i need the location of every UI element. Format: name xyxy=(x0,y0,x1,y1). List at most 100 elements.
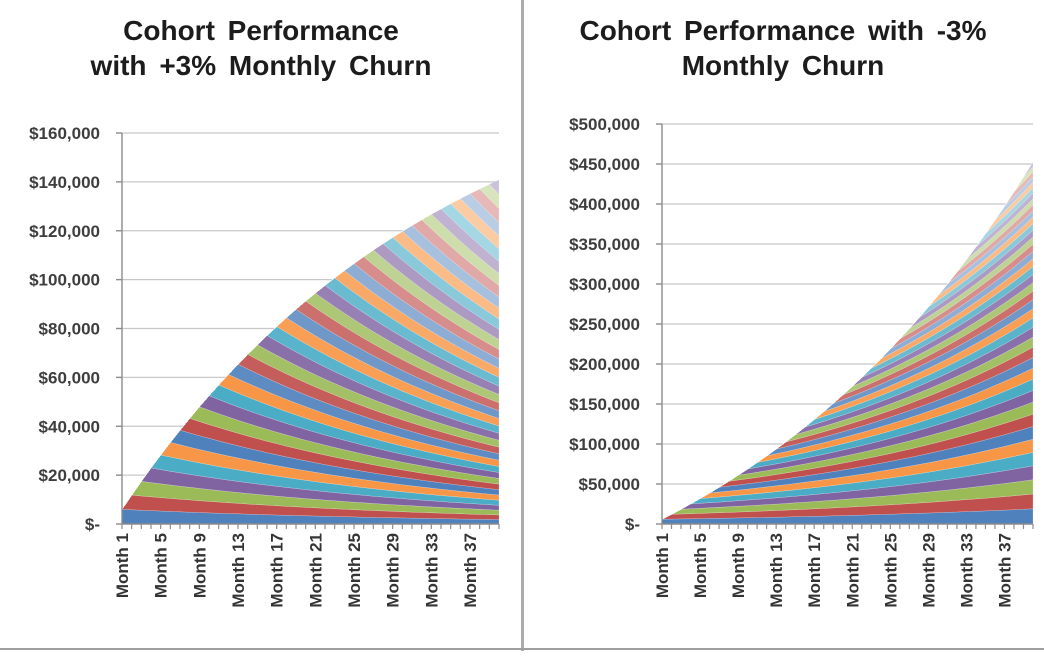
cohort-band xyxy=(121,256,500,510)
chart-title-line1: Cohort Performance with -3% xyxy=(579,15,987,46)
cohort-band xyxy=(121,198,500,510)
y-tick-label: $100,000 xyxy=(569,435,640,454)
cohort-band xyxy=(121,353,500,510)
cohort-band xyxy=(661,166,1034,520)
chart-positive-churn: Cohort Performance with +3% Monthly Churn… xyxy=(29,15,500,608)
cohort-band xyxy=(661,299,1034,520)
cohort-band xyxy=(661,357,1034,520)
cohort-band xyxy=(121,292,500,510)
x-tick-label: Month 25 xyxy=(881,533,900,608)
cohort-band xyxy=(661,308,1034,520)
cohort-band xyxy=(121,418,500,510)
x-tick-label: Month 13 xyxy=(767,533,786,608)
cohort-band xyxy=(661,171,1034,520)
cohort-band xyxy=(121,208,500,510)
cohort-band xyxy=(661,204,1034,520)
bottom-border-line xyxy=(0,648,1044,650)
cohort-band xyxy=(121,300,500,510)
cohort-band xyxy=(661,282,1034,520)
cohort-band xyxy=(121,467,500,511)
cohort-area-stack xyxy=(661,161,1034,525)
cohort-band xyxy=(661,273,1034,520)
cohort-band xyxy=(121,249,500,510)
cohort-band xyxy=(661,451,1034,520)
y-tick-label: $160,000 xyxy=(29,124,100,143)
y-tick-label: $80,000 xyxy=(39,320,100,339)
cohort-band xyxy=(661,229,1034,520)
cohort-band xyxy=(661,346,1034,520)
cohort-band xyxy=(121,317,500,510)
cohort-band xyxy=(121,225,500,510)
x-tick-label: Month 13 xyxy=(229,533,248,608)
cohort-band xyxy=(121,179,500,510)
cohort-band xyxy=(661,326,1034,520)
cohort-band xyxy=(121,219,500,510)
y-tick-label: $200,000 xyxy=(569,355,640,374)
x-tick-label: Month 33 xyxy=(957,533,976,608)
cohort-band xyxy=(121,335,500,510)
cohort-band xyxy=(661,336,1034,520)
cohort-band xyxy=(121,230,500,510)
cohort-band xyxy=(121,236,500,510)
cohort-band xyxy=(661,198,1034,520)
cohort-band xyxy=(121,374,500,510)
x-tick-label: Month 9 xyxy=(190,533,209,598)
cohort-band xyxy=(121,263,500,510)
y-tick-label: $60,000 xyxy=(39,368,100,387)
cohort-band xyxy=(661,176,1034,520)
x-tick-label: Month 29 xyxy=(384,533,403,608)
cohort-band xyxy=(121,213,500,510)
x-tick-label: Month 21 xyxy=(843,533,862,608)
y-axis-ticks-labels: $160,000 $140,000 $120,000 $100,000 $80,000 $… xyxy=(29,124,122,534)
cohort-band xyxy=(121,429,500,510)
cohort-band xyxy=(661,479,1034,520)
y-tick-label: $250,000 xyxy=(569,315,640,334)
x-tick-label: Month 1 xyxy=(113,533,132,598)
y-tick-label: $50,000 xyxy=(579,475,640,494)
cohort-band xyxy=(661,250,1034,520)
x-tick-label: Month 1 xyxy=(653,533,672,598)
y-tick-label: $400,000 xyxy=(569,195,640,214)
cohort-band xyxy=(121,243,500,510)
cohort-band xyxy=(661,161,1034,520)
cohort-band xyxy=(121,284,500,510)
cohort-band xyxy=(121,270,500,510)
chart-title-negative-churn: Cohort Performance with -3% Monthly Churn xyxy=(522,13,1044,83)
cohort-band xyxy=(121,395,500,510)
cohort-band xyxy=(661,258,1034,520)
x-tick-label: Month 5 xyxy=(691,533,710,598)
y-tick-label: $- xyxy=(625,515,640,534)
cohort-band xyxy=(661,290,1034,520)
x-tick-label: Month 37 xyxy=(995,533,1014,608)
y-tick-label: $100,000 xyxy=(29,271,100,290)
cohort-band xyxy=(661,317,1034,520)
cohort-area-stack xyxy=(121,179,500,525)
cohort-band xyxy=(121,494,500,520)
x-tick-label: Month 33 xyxy=(422,533,441,608)
y-tick-label: $40,000 xyxy=(39,417,100,436)
chart-title-line1: Cohort Performance xyxy=(123,15,399,46)
cohort-band xyxy=(121,326,500,510)
y-tick-label: $350,000 xyxy=(569,235,640,254)
y-tick-label: $140,000 xyxy=(29,173,100,192)
cohort-band xyxy=(121,183,500,510)
charts-vertical-divider xyxy=(521,0,524,651)
y-tick-label: $- xyxy=(85,515,100,534)
x-tick-label: Month 17 xyxy=(268,533,287,608)
y-axis-ticks-labels: $500,000 $450,000 $400,000 $350,000 $300,000… xyxy=(569,115,662,534)
cohort-band xyxy=(121,277,500,510)
cohort-band xyxy=(661,413,1034,520)
cohort-band xyxy=(661,243,1034,520)
cohort-band xyxy=(121,203,500,510)
x-axis-ticks-labels: Month 1 Month 5 Month 9 Month 13 Month 17 Mon… xyxy=(113,524,500,608)
stacked-area-plot-positive-churn: $160,000 $140,000 $120,000 $100,000 $80,000 $… xyxy=(29,124,500,608)
chart-title-line2: with +3% Monthly Churn xyxy=(90,50,432,81)
y-tick-label: $450,000 xyxy=(569,155,640,174)
x-tick-label: Month 9 xyxy=(729,533,748,598)
cohort-band xyxy=(661,192,1034,520)
y-tick-label: $300,000 xyxy=(569,275,640,294)
x-tick-label: Month 21 xyxy=(306,533,325,608)
cohort-band xyxy=(661,181,1034,520)
cohort-band xyxy=(121,344,500,510)
